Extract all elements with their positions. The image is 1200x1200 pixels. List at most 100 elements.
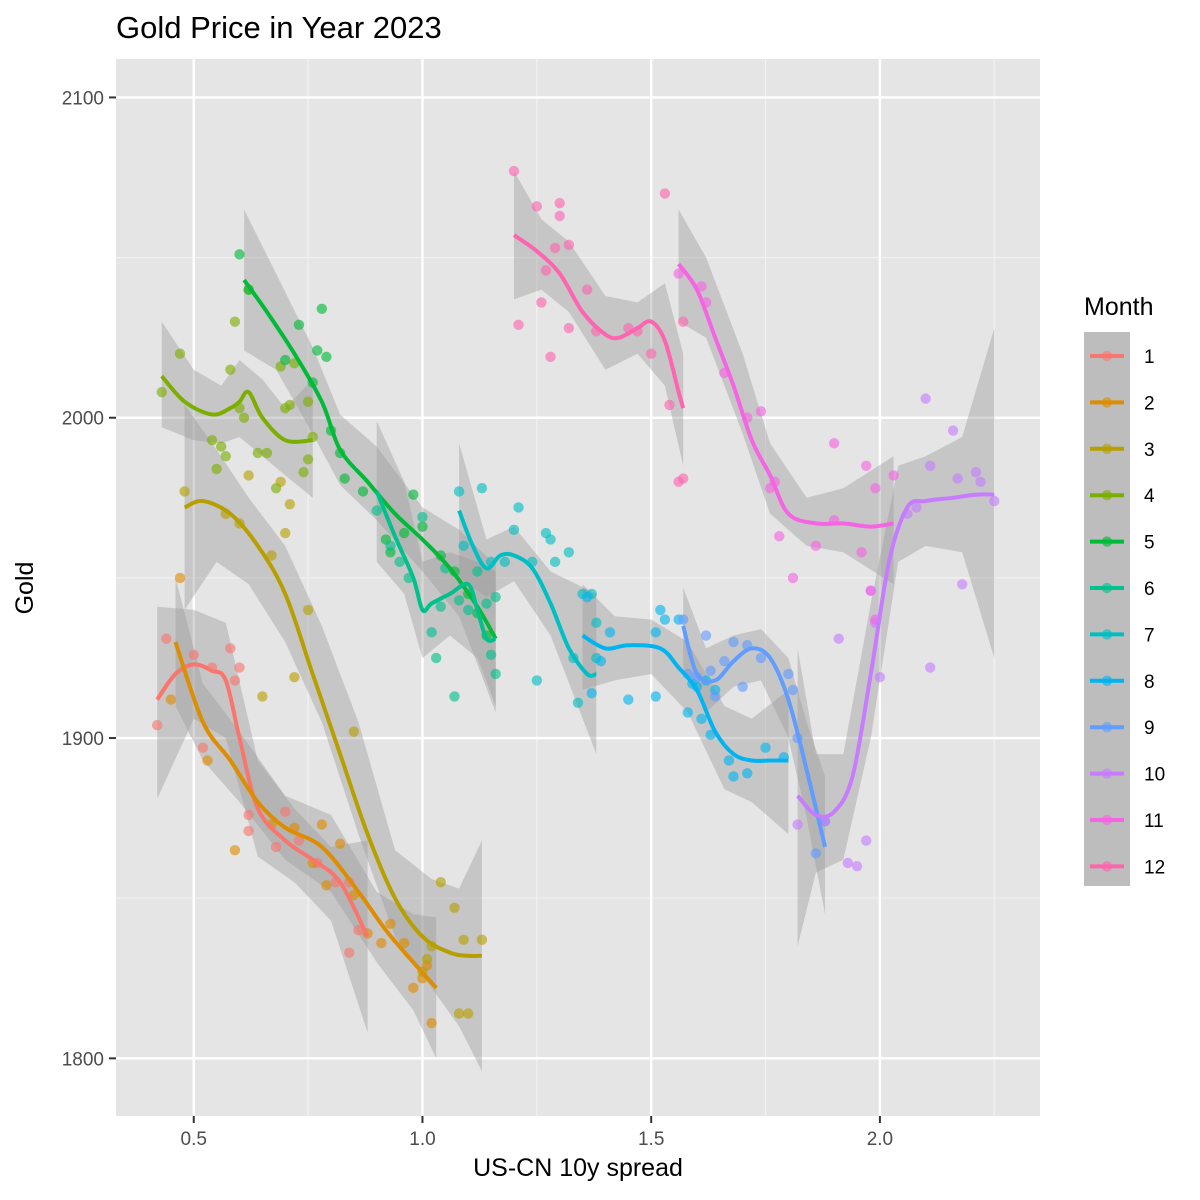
point-month-8	[604, 627, 616, 638]
y-tick-label: 2100	[62, 88, 104, 109]
point-month-1	[270, 841, 282, 853]
confidence-band-month-11	[678, 209, 894, 585]
point-month-8	[655, 604, 666, 616]
legend-key-point-6	[1101, 582, 1113, 594]
smooth-line-month-12	[512, 233, 686, 409]
point-month-11	[860, 460, 872, 471]
legend-key-point-11	[1101, 814, 1113, 826]
x-axis: 0.5 1.0 1.5 2.0	[181, 1116, 893, 1150]
point-month-6	[430, 652, 442, 664]
point-month-7	[476, 483, 488, 494]
point-month-6	[453, 595, 465, 606]
point-month-10	[989, 495, 1000, 507]
legend-key-point-9	[1101, 722, 1113, 733]
x-tick-label: 0.5	[181, 1129, 207, 1150]
point-month-2	[385, 918, 396, 930]
point-month-3	[421, 953, 433, 965]
grid-major	[116, 59, 1040, 1116]
point-month-5	[321, 351, 332, 363]
legend-key-point-7	[1101, 629, 1113, 640]
point-month-12	[645, 348, 657, 359]
point-month-11	[865, 585, 876, 596]
point-month-12	[531, 201, 543, 212]
smooth-line-month-8	[581, 633, 789, 763]
point-month-5	[398, 527, 410, 539]
confidence-band-month-5	[244, 209, 496, 713]
point-month-4	[302, 454, 314, 465]
point-month-10	[874, 671, 886, 683]
smooth-line-month-10	[796, 492, 995, 819]
point-month-11	[810, 540, 822, 552]
point-month-8	[659, 614, 671, 625]
point-month-7	[531, 675, 543, 686]
point-month-2	[321, 880, 332, 891]
point-month-4	[211, 463, 222, 475]
point-month-5	[357, 486, 369, 497]
point-month-7	[458, 540, 469, 552]
smooth-line-month-11	[676, 262, 894, 529]
point-month-3	[179, 486, 190, 497]
point-month-10	[925, 662, 936, 673]
point-month-6	[417, 511, 428, 523]
point-month-1	[344, 947, 355, 958]
point-month-6	[426, 627, 437, 638]
legend-label-3: 3	[1144, 440, 1155, 461]
legend-label-2: 2	[1144, 393, 1155, 414]
legend-key-point-8	[1101, 675, 1113, 686]
legend-label-5: 5	[1144, 533, 1155, 554]
point-month-4	[238, 412, 250, 423]
point-month-12	[536, 297, 547, 308]
point-month-4	[284, 399, 296, 411]
point-month-12	[563, 322, 575, 334]
point-month-6	[371, 505, 382, 516]
confidence-band-month-7	[459, 443, 597, 755]
y-axis-title: Gold	[11, 562, 39, 615]
point-month-12	[513, 319, 524, 331]
confidence-band-month-6	[376, 420, 496, 706]
point-month-12	[659, 188, 671, 199]
point-month-9	[678, 614, 689, 625]
point-month-3	[449, 902, 460, 914]
point-month-1	[151, 720, 163, 731]
y-axis: 1800 1900 2000 2100	[62, 88, 116, 1070]
point-month-4	[225, 364, 236, 375]
point-month-6	[485, 649, 497, 660]
point-month-9	[787, 684, 799, 696]
point-month-8	[623, 694, 634, 705]
point-month-12	[664, 399, 675, 411]
point-month-1	[197, 742, 209, 753]
x-axis-title: US-CN 10y spread	[473, 1154, 683, 1182]
point-month-10	[920, 393, 931, 404]
y-tick-label: 1800	[62, 1049, 104, 1070]
legend-key-point-5	[1101, 536, 1113, 547]
point-month-3	[289, 671, 300, 683]
point-month-12	[563, 239, 575, 250]
legend-label-1: 1	[1144, 347, 1155, 368]
point-month-10	[947, 425, 959, 436]
legend-label-10: 10	[1144, 765, 1165, 786]
point-month-9	[755, 652, 767, 664]
point-month-7	[549, 556, 561, 568]
point-month-1	[234, 662, 245, 673]
point-month-4	[216, 441, 227, 452]
point-month-10	[911, 502, 922, 513]
x-tick-label: 1.5	[638, 1129, 664, 1150]
point-month-2	[408, 982, 419, 994]
point-month-8	[650, 691, 661, 702]
point-month-12	[549, 242, 561, 254]
legend-key-background	[1084, 332, 1130, 886]
point-month-4	[206, 434, 218, 446]
point-month-11	[888, 470, 899, 481]
point-month-11	[870, 483, 881, 494]
point-month-6	[449, 691, 460, 702]
point-month-4	[252, 447, 264, 459]
point-month-4	[270, 483, 282, 494]
point-month-1	[353, 925, 364, 936]
legend-label-12: 12	[1144, 857, 1165, 878]
point-month-7	[453, 486, 465, 497]
point-month-12	[554, 210, 565, 222]
point-month-5	[316, 303, 328, 315]
point-month-4	[229, 316, 241, 327]
